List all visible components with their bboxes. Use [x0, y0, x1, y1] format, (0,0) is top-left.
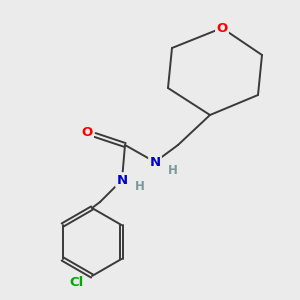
Text: N: N: [149, 155, 161, 169]
Text: O: O: [216, 22, 228, 34]
Text: N: N: [116, 173, 128, 187]
Text: Cl: Cl: [69, 275, 83, 289]
Text: H: H: [135, 179, 145, 193]
Text: O: O: [81, 127, 93, 140]
Text: H: H: [168, 164, 178, 176]
